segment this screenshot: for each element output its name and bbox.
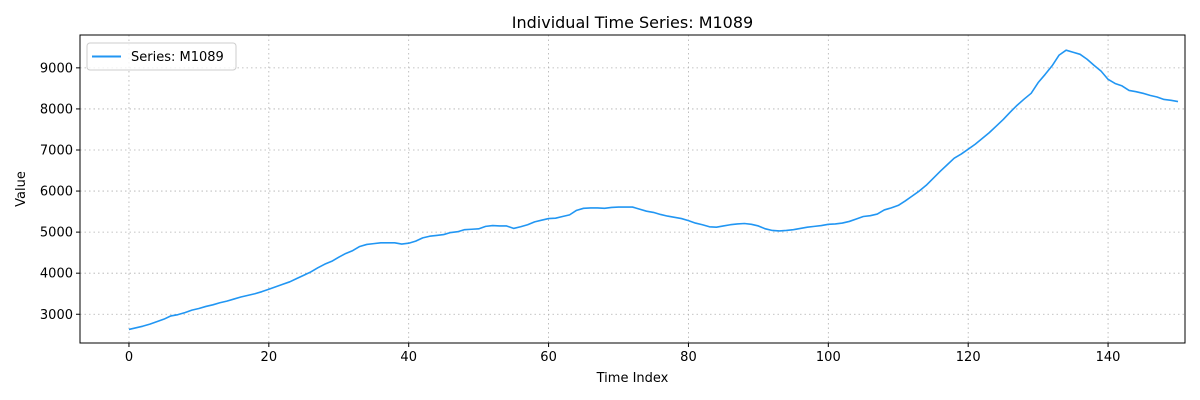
grid-lines xyxy=(80,35,1185,343)
x-axis-label: Time Index xyxy=(596,371,669,386)
y-tick-label: 9000 xyxy=(40,61,73,76)
chart-title: Individual Time Series: M1089 xyxy=(512,13,753,32)
y-tick-label: 3000 xyxy=(40,308,73,323)
x-tick-label: 140 xyxy=(1096,350,1121,365)
x-tick-label: 80 xyxy=(680,350,697,365)
y-tick-label: 8000 xyxy=(40,102,73,117)
x-tick-label: 60 xyxy=(540,350,557,365)
x-tick-label: 40 xyxy=(400,350,417,365)
x-tick-label: 100 xyxy=(816,350,841,365)
y-axis-ticks: 3000 4000 5000 6000 7000 8000 9000 xyxy=(40,61,80,323)
y-tick-label: 5000 xyxy=(40,226,73,241)
x-axis-ticks: 0 20 40 60 80 100 120 140 xyxy=(125,343,1121,365)
x-tick-label: 0 xyxy=(125,350,133,365)
y-tick-label: 7000 xyxy=(40,143,73,158)
x-tick-label: 120 xyxy=(956,350,981,365)
x-tick-label: 20 xyxy=(261,350,278,365)
plot-frame xyxy=(79,34,1186,344)
legend-entry-label: Series: M1089 xyxy=(131,50,224,65)
y-tick-label: 4000 xyxy=(40,267,73,282)
legend-box xyxy=(86,42,237,71)
series-layer xyxy=(128,49,1179,331)
legend: Series: M1089 xyxy=(86,42,237,71)
y-axis-label: Value xyxy=(14,171,29,207)
series-line xyxy=(128,49,1179,331)
y-tick-label: 6000 xyxy=(40,185,73,200)
